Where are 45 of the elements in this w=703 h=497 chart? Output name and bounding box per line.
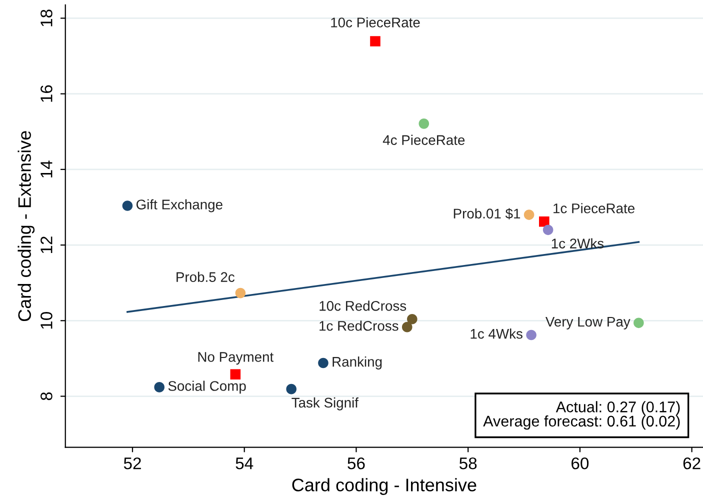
annotation: Ranking	[332, 356, 382, 370]
annotation: Social Comp	[168, 380, 246, 394]
point	[318, 358, 328, 368]
y-tick-label: 16	[40, 85, 52, 102]
annotation: 10c RedCross	[320, 300, 406, 311]
annotation: 1c PieceRate	[554, 203, 634, 214]
annotation: 1c 2Wks	[552, 238, 604, 248]
annotation: Prob.5 2c	[176, 272, 235, 282]
annotation: Prob.01 $1	[454, 208, 520, 220]
x-tick-label: 54	[236, 458, 254, 470]
x-tick-label: 56	[348, 457, 365, 470]
annotation: 1c 4Wks	[470, 328, 522, 339]
annotation: 10c PieceRate	[331, 17, 420, 28]
point	[407, 314, 418, 324]
y-tick-label: 14	[40, 160, 52, 178]
point	[418, 118, 430, 129]
x-tick-label: 62	[683, 457, 700, 470]
point	[539, 216, 550, 227]
point	[526, 330, 536, 340]
point	[524, 210, 534, 220]
point	[542, 224, 554, 236]
point	[154, 382, 164, 392]
point	[122, 200, 133, 211]
x-tick-label: 58	[459, 457, 477, 470]
y-tick-label: 18	[40, 10, 52, 26]
annotation: 1c RedCross	[320, 320, 398, 331]
annotation: 4c PieceRate	[382, 134, 465, 145]
x-axis-title: Card coding - Intensive	[292, 478, 476, 495]
annotation: Gift Exchange	[136, 199, 222, 212]
annotation: Task Signif	[292, 397, 359, 410]
point	[634, 318, 644, 328]
point	[286, 384, 296, 394]
y-axis-title: Card coding - Extensive	[18, 131, 35, 322]
x-tick-label: 52	[124, 457, 141, 470]
point	[235, 288, 246, 298]
y-tick-label: 12	[40, 236, 52, 254]
point	[402, 322, 412, 332]
y-tick-label: 10	[40, 312, 52, 329]
point	[370, 36, 380, 46]
y-tick-label: 8	[40, 392, 52, 400]
annotation: No Payment	[198, 352, 274, 365]
annotation: Very Low Pay	[545, 316, 630, 330]
point	[230, 369, 241, 380]
annotation: Actual: 0.27 (0.17) Average forecast: 0.61 (0.02)	[483, 401, 680, 430]
x-tick-label: 60	[572, 457, 589, 470]
